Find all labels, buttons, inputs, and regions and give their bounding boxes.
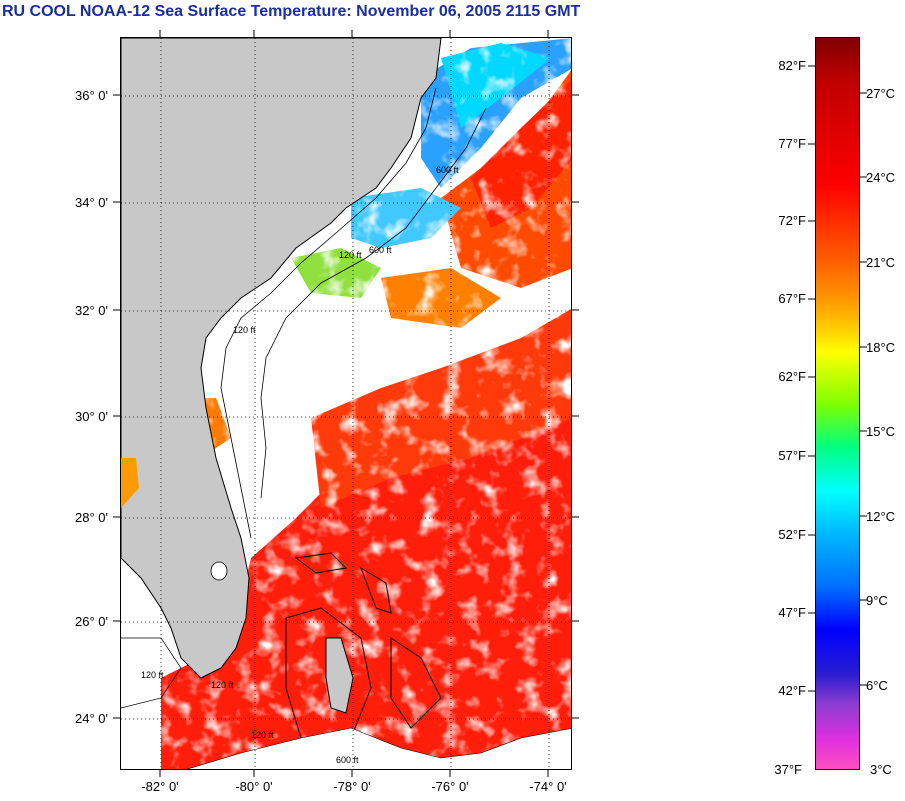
depth-label: 120 ft <box>211 680 234 690</box>
exuma-bank <box>390 637 442 729</box>
gulf-warm-water <box>121 458 139 508</box>
depth-label: 120 ft <box>251 730 274 740</box>
depth-label: 600 ft <box>436 165 459 175</box>
colorbar-fahrenheit-label: 72°F <box>778 213 806 228</box>
colorbar-fahrenheit-label: 57°F <box>778 448 806 463</box>
contour-120ft <box>220 87 437 539</box>
sst-map-canvas: 120 ft 600 ft 120 ft 600 ft 120 ft 120 f… <box>121 38 571 769</box>
longitude-label: -78° 0' <box>333 779 371 794</box>
sst-map: 120 ft 600 ft 120 ft 600 ft 120 ft 120 f… <box>120 37 572 770</box>
colorbar-celsius-label: 24°C <box>866 170 896 185</box>
longitude-label: -76° 0' <box>431 779 469 794</box>
graticule <box>121 38 571 769</box>
colorbar-fahrenheit-label: 37°F <box>774 762 802 777</box>
lake-okeechobee <box>210 561 228 581</box>
longitude-label: -74° 0' <box>529 779 567 794</box>
colorbar-celsius-label: 9°C <box>866 593 888 608</box>
colorbar-celsius-label: 3°C <box>870 762 892 777</box>
depth-label: 120 ft <box>339 250 362 260</box>
depth-label: 120 ft <box>141 670 164 680</box>
colorbar-celsius-label: 15°C <box>866 424 896 439</box>
depth-label: 600 ft <box>336 755 359 765</box>
colorbar-celsius-label: 6°C <box>866 678 888 693</box>
longitude-label: -82° 0' <box>141 779 179 794</box>
latitude-label: 34° 0' <box>75 195 108 210</box>
abaco-outline <box>360 566 392 614</box>
colorbar-celsius-label: 18°C <box>866 340 896 355</box>
page-title: RU COOL NOAA-12 Sea Surface Temperature:… <box>2 3 581 20</box>
temperature-colorbar <box>815 37 860 770</box>
colorbar-celsius-label: 12°C <box>866 509 896 524</box>
depth-label: 600 ft <box>369 245 392 255</box>
colorbar-celsius-label: 27°C <box>866 86 896 101</box>
depth-label: 120 ft <box>233 325 256 335</box>
andros-island <box>325 637 354 714</box>
latitude-label: 28° 0' <box>75 510 108 525</box>
latitude-label: 26° 0' <box>75 614 108 629</box>
colorbar-fahrenheit-label: 47°F <box>778 605 806 620</box>
colorbar-fahrenheit-label: 42°F <box>778 683 806 698</box>
colorbar-fahrenheit-label: 62°F <box>778 369 806 384</box>
latitude-label: 32° 0' <box>75 303 108 318</box>
colorbar-fahrenheit-label: 82°F <box>778 58 806 73</box>
longitude-label: -80° 0' <box>235 779 273 794</box>
latitude-label: 24° 0' <box>75 711 108 726</box>
contour-gulf <box>121 637 182 709</box>
latitude-label: 30° 0' <box>75 409 108 424</box>
colorbar-fahrenheit-label: 52°F <box>778 527 806 542</box>
great-bahama-bank <box>285 607 372 739</box>
cuba-coast <box>186 727 571 769</box>
colorbar-fahrenheit-label: 77°F <box>778 136 806 151</box>
contour-600ft <box>260 107 487 499</box>
latitude-label: 36° 0' <box>75 88 108 103</box>
grand-bahama-outline <box>294 552 348 574</box>
colorbar-celsius-label: 21°C <box>866 255 896 270</box>
colorbar-fahrenheit-label: 67°F <box>778 291 806 306</box>
